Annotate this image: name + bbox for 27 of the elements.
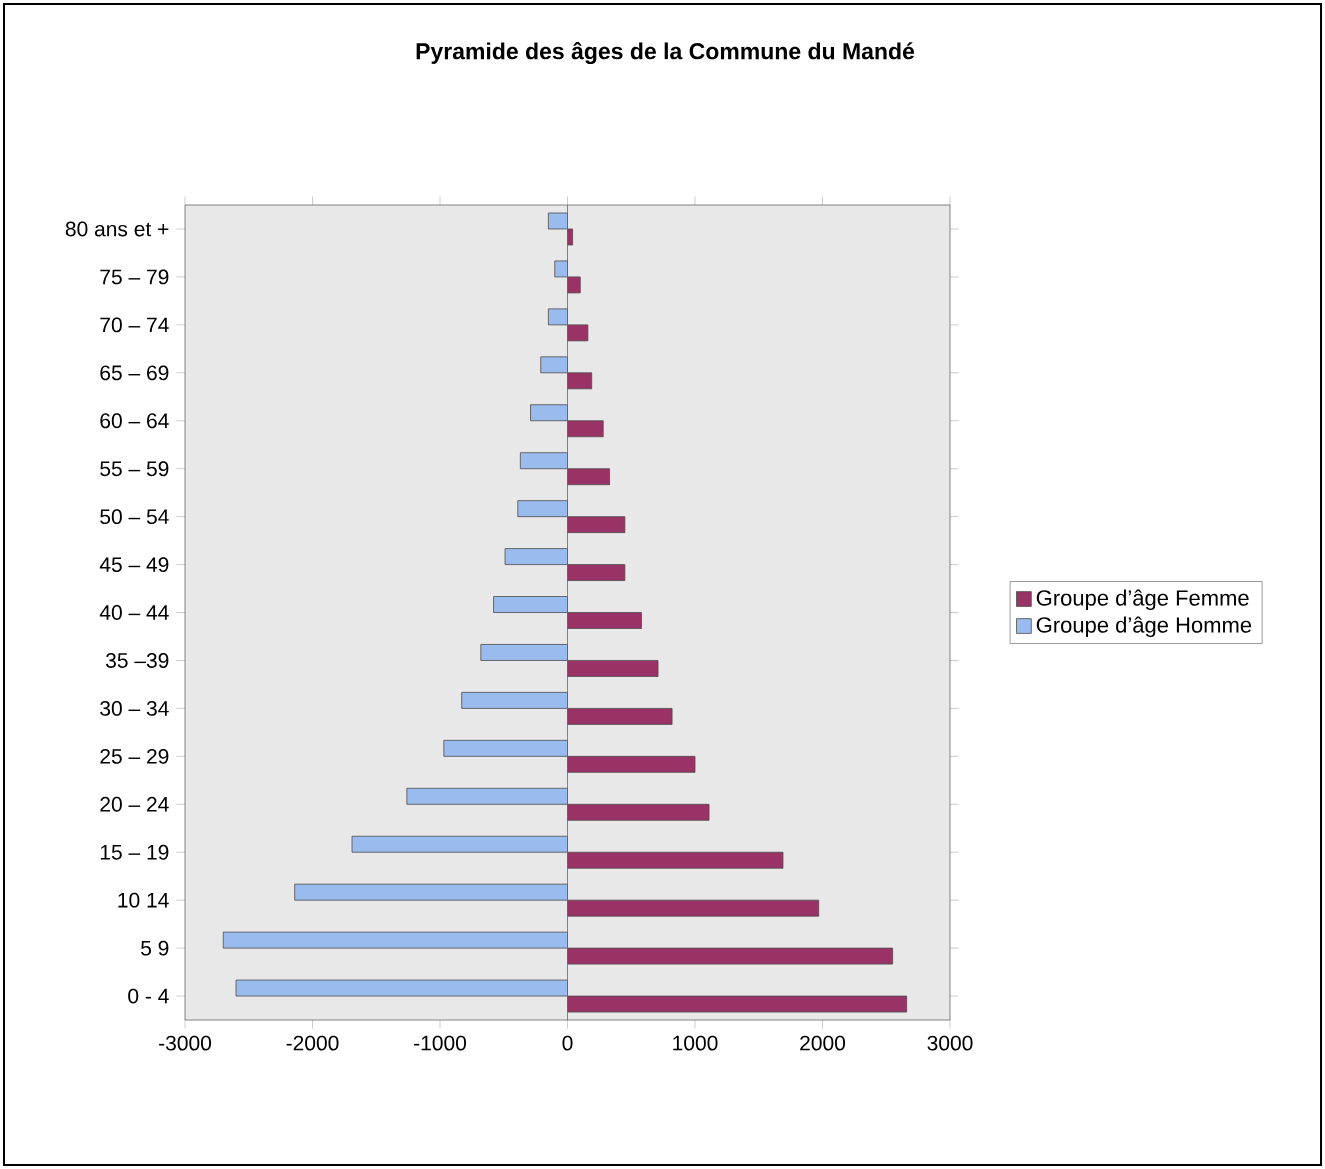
y-tick-label: 70 – 74 <box>100 317 169 333</box>
x-tick-label: 1000 <box>673 1035 718 1051</box>
y-tick-label: 30 – 34 <box>100 700 169 716</box>
legend-label: Groupe d’âge Homme <box>1036 616 1252 638</box>
chart-title: Pyramide des âges de la Commune du Mandé <box>416 41 915 64</box>
x-tick-label: -3000 <box>159 1035 212 1051</box>
y-tick-label: 50 – 54 <box>100 509 169 525</box>
x-tick-label: 2000 <box>800 1035 846 1051</box>
y-tick-label: 75 – 79 <box>100 269 169 285</box>
x-tick-label: 0 <box>562 1035 573 1051</box>
x-tick-label: -1000 <box>414 1035 467 1051</box>
y-tick-label: 65 – 69 <box>100 365 169 381</box>
y-tick-label: 0 - 4 <box>128 988 169 1004</box>
y-tick-label: 60 – 64 <box>100 413 169 429</box>
y-tick-label: 25 – 29 <box>100 748 169 764</box>
y-tick-label: 35 –39 <box>105 653 169 668</box>
y-tick-label: 10 14 <box>118 892 169 908</box>
y-tick-label: 45 – 49 <box>99 557 169 573</box>
y-tick-label: 80 ans et + <box>65 221 169 237</box>
x-tick-label: 3000 <box>927 1035 973 1051</box>
y-tick-label: 15 – 19 <box>100 844 169 860</box>
y-tick-label: 40 – 44 <box>99 605 169 620</box>
legend-label: Groupe d’âge Femme <box>1036 589 1249 611</box>
y-tick-label: 20 – 24 <box>100 796 169 812</box>
y-tick-label: 5 9 <box>141 940 169 956</box>
x-tick-label: -2000 <box>286 1035 339 1051</box>
y-tick-label: 55 – 59 <box>100 461 169 477</box>
